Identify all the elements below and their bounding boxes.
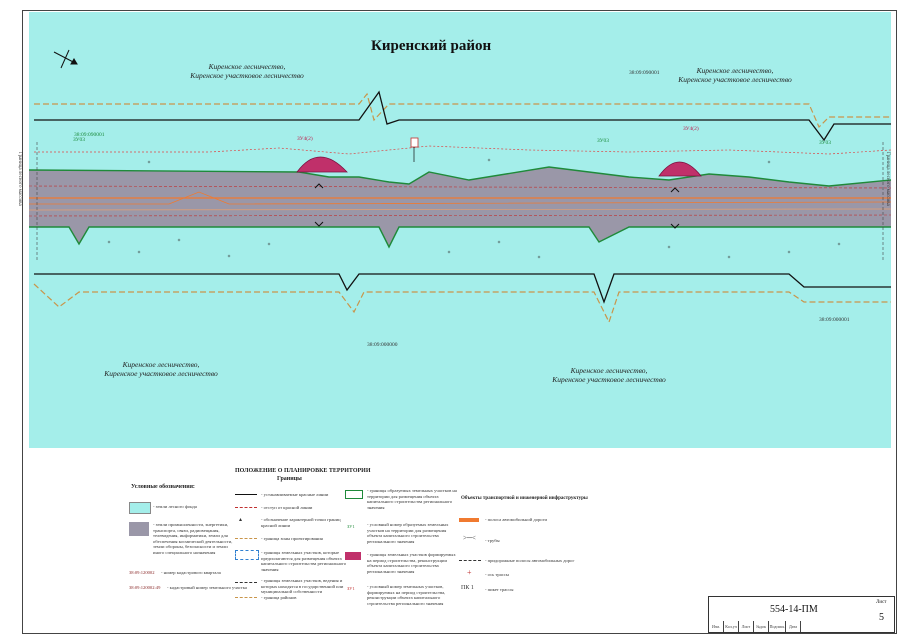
planning-title: ПОЛОЖЕНИЕ О ПЛАНИРОВКЕ ТЕРРИТОРИИ <box>235 468 371 474</box>
legend: Условные обозначения: - земли лесного фо… <box>29 452 891 628</box>
sheet-number: 5 <box>879 612 884 623</box>
cadastral-code: 38:09:000001 <box>819 317 850 323</box>
red-lines-swatch <box>235 494 257 495</box>
stamp-col: Изм. <box>709 621 724 632</box>
setback-swatch <box>235 507 257 508</box>
legend-plot-code: 38:09:120002:49 <box>129 585 161 590</box>
temp-plots-swatch <box>345 552 361 560</box>
red-dashed-1 <box>29 185 891 189</box>
zone-tag-red: ЗУ4(2) <box>297 136 313 142</box>
legend-design-area: - граница зоны проектирования <box>261 536 323 541</box>
red-dashed-2 <box>29 214 891 217</box>
legend-temp-plots: - границы земельных участков формируемых… <box>367 552 456 574</box>
district-swatch <box>235 597 257 598</box>
side-note-left: Граница лесного массива <box>17 152 22 206</box>
plot-zones-swatch <box>235 550 259 560</box>
zone-tag-green: ЗУ03 <box>819 140 832 146</box>
boundaries-title: Границы <box>277 476 302 482</box>
legend-roads: - придорожные полосы автомобильных дорог <box>485 558 575 563</box>
legend-route-axis: - ось трассы <box>485 572 509 577</box>
design-area-swatch <box>235 538 257 539</box>
forest-label-bottom-left: Киренское лесничество, Киренское участков… <box>104 360 218 378</box>
road-border-lower <box>29 226 891 249</box>
cadastral-code: 38:09:000000 <box>367 342 398 348</box>
zone-tag-green: ЗУ03 <box>73 137 86 143</box>
stamp-col: Подпись <box>769 621 786 632</box>
legend-pk: - пикет трассы <box>485 587 514 592</box>
legend-quarter-code: 38:09:120002 <box>129 570 155 575</box>
sheet-label: Лист <box>876 600 887 605</box>
public-lands-swatch <box>235 582 257 583</box>
forest-dots <box>107 158 841 259</box>
legend-cond-number-temp: - условный номер земельных участков, фор… <box>367 584 446 606</box>
stamp-col: Лист <box>739 621 754 632</box>
pk-tag: ПК 1 <box>461 585 474 591</box>
legend-pipes: - трубы <box>485 538 500 543</box>
stamp-col: Дата <box>786 621 801 632</box>
stamp-col: №док <box>754 621 769 632</box>
transport-title: Объекты транспортной и инженерной инфрас… <box>461 496 588 501</box>
highway-strip-2 <box>29 208 891 211</box>
road-band <box>29 167 891 220</box>
forest-label-bottom-right: Киренское лесничество, Киренское участков… <box>552 366 666 384</box>
drawing-code: 554-14-ПМ <box>770 604 818 615</box>
legend-setback: - отступ от красной линии <box>261 505 313 510</box>
legend-industry: - земли промышленности, энергетики, тран… <box>153 522 233 555</box>
legend-quarter-text: - номер кадастрового квартала <box>161 570 221 575</box>
legend-plot-text: - кадастровый номер земельного участка <box>167 585 247 590</box>
red-zone-plot-1 <box>296 156 348 173</box>
formed-plots-swatch <box>345 490 363 499</box>
legend-formed-plots: - границы образуемых земельных участков … <box>367 488 457 510</box>
industry-swatch <box>129 522 149 536</box>
forest-label-top-left: Киренское лесничество, Киренское участков… <box>190 62 304 80</box>
stamp-col: Кол.уч <box>724 621 739 632</box>
roads-swatch <box>459 560 481 561</box>
highway-strip <box>29 191 891 205</box>
lower-red-line <box>34 273 891 304</box>
cond-tag-green: ЗУ1 <box>347 524 355 529</box>
forest-label-top-right: Киренское лесничество, Киренское участков… <box>678 66 792 84</box>
legend-turn-point: - обозначение характерной точки границ к… <box>261 517 341 528</box>
legend-highway: - полоса автомобильной дороги <box>485 517 547 522</box>
title-block: Изм. Кол.уч Лист №док Подпись Дата <box>708 596 895 633</box>
zone-tag-green: ЗУ03 <box>597 138 610 144</box>
upper-roadside-line <box>34 92 891 129</box>
lower-roadside-line <box>33 283 891 324</box>
map-drawing <box>29 49 891 324</box>
map-title: Киренский район <box>371 38 492 54</box>
road-band-lower <box>29 220 891 247</box>
pipe-marker-icon <box>314 183 324 227</box>
legend-forest-fund: - земли лесного фонда <box>153 504 197 509</box>
legend-red-lines: - устанавливаемые красные линии <box>261 492 329 497</box>
cond-tag-red: ЗУ1 <box>347 586 355 591</box>
upper-setback-line <box>34 145 891 155</box>
highway-swatch <box>459 518 479 522</box>
cadastral-code: 38:09:090001 <box>74 132 105 138</box>
pipe-icon: >─< <box>463 534 476 542</box>
red-zone-plot-2 <box>658 161 702 177</box>
legend-plot-zones: - границы земельных участков, которые пр… <box>261 550 347 572</box>
axis-icon: + <box>467 568 472 577</box>
north-arrow-icon <box>53 49 78 69</box>
road-border-upper <box>29 166 891 187</box>
legend-title: Условные обозначения: <box>131 484 195 490</box>
legend-district: - граница районов <box>261 595 297 600</box>
turn-point-icon: ▴ <box>239 517 243 523</box>
pk-marker-icon <box>410 137 419 162</box>
pipe-marker-icon <box>670 187 680 229</box>
upper-red-line <box>34 90 891 142</box>
legend-public-lands: - границы земельных участков, ведения и … <box>261 578 344 595</box>
zone-tag-red: ЗУ4(2) <box>683 126 699 132</box>
forest-fund-swatch <box>129 502 151 514</box>
side-note-right: Граница лесного массива <box>885 152 890 206</box>
cadastral-code: 38:09:090001 <box>629 70 660 76</box>
map-area[interactable]: Киренский район Киренское лесничество, Ки… <box>17 12 891 448</box>
legend-cond-number: - условный номер образуемых земельных уч… <box>367 522 449 544</box>
